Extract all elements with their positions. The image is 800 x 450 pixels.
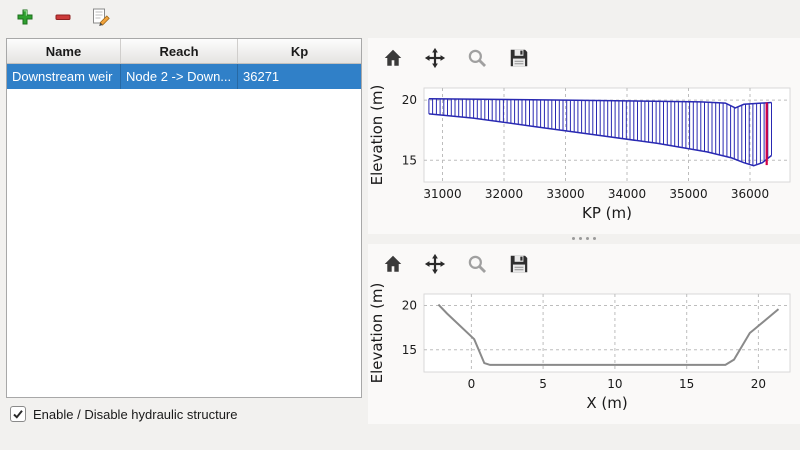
main-toolbar: [0, 0, 800, 34]
home-view-button[interactable]: [380, 251, 406, 277]
svg-text:Elevation (m): Elevation (m): [368, 85, 386, 186]
svg-text:20: 20: [751, 377, 766, 391]
save-icon: [510, 49, 528, 67]
pan-icon: [424, 47, 446, 69]
column-header-kp[interactable]: Kp: [290, 43, 309, 59]
edit-structure-button[interactable]: [88, 4, 114, 30]
cross-section-chart[interactable]: 0 5 10 15 20 15 20 X (m) Elevation (m): [368, 284, 800, 424]
zoom-button[interactable]: [464, 45, 490, 71]
pan-icon: [424, 253, 446, 275]
save-figure-button[interactable]: [506, 45, 532, 71]
cell-kp: 36271: [243, 69, 280, 84]
add-structure-button[interactable]: [12, 4, 38, 30]
svg-text:Elevation (m): Elevation (m): [368, 284, 386, 383]
table-row[interactable]: Downstream weir Node 2 -> Down... 36271: [7, 64, 361, 89]
section-chart-toolbar: [368, 244, 800, 284]
svg-text:35000: 35000: [669, 187, 707, 201]
save-figure-button[interactable]: [506, 251, 532, 277]
pan-button[interactable]: [422, 45, 448, 71]
magnifier-icon: [468, 49, 487, 68]
svg-text:32000: 32000: [485, 187, 523, 201]
longitudinal-profile-panel: 31000 32000 33000 34000 35000 36000 15 20 KP (m)…: [368, 38, 800, 234]
svg-text:15: 15: [402, 153, 417, 167]
svg-text:0: 0: [468, 377, 476, 391]
longitudinal-profile-chart[interactable]: 31000 32000 33000 34000 35000 36000 15 20 KP (m)…: [368, 78, 800, 234]
pan-button[interactable]: [422, 251, 448, 277]
enable-structure-row: Enable / Disable hydraulic structure: [10, 406, 238, 422]
enable-structure-label[interactable]: Enable / Disable hydraulic structure: [33, 406, 238, 422]
svg-text:20: 20: [402, 299, 417, 313]
save-icon: [510, 255, 528, 273]
cell-reach: Node 2 -> Down...: [121, 64, 238, 89]
edit-icon: [93, 8, 110, 26]
svg-text:31000: 31000: [423, 187, 461, 201]
column-header-reach[interactable]: Reach: [121, 39, 238, 63]
home-icon: [384, 49, 402, 66]
table-header: Name Reach Kp: [7, 39, 361, 64]
magnifier-icon: [468, 255, 487, 274]
svg-text:15: 15: [402, 343, 417, 357]
svg-text:33000: 33000: [546, 187, 584, 201]
svg-text:15: 15: [679, 377, 694, 391]
svg-text:5: 5: [539, 377, 547, 391]
svg-text:20: 20: [402, 93, 417, 107]
structures-table-panel: Name Reach Kp Downstream weir Node 2 -> …: [6, 38, 362, 398]
svg-text:10: 10: [607, 377, 622, 391]
home-view-button[interactable]: [380, 45, 406, 71]
column-header-name[interactable]: Name: [7, 39, 121, 63]
cross-section-panel: 0 5 10 15 20 15 20 X (m) Elevation (m): [368, 244, 800, 424]
remove-structure-button[interactable]: [50, 4, 76, 30]
checkmark-icon: [13, 410, 23, 419]
cell-name: Downstream weir: [7, 64, 121, 89]
svg-text:X (m): X (m): [586, 394, 627, 412]
enable-structure-checkbox[interactable]: [10, 406, 26, 422]
svg-text:KP (m): KP (m): [582, 204, 632, 222]
minus-icon: [55, 14, 71, 20]
panel-splitter-handle[interactable]: [368, 234, 800, 242]
profile-chart-toolbar: [368, 38, 800, 78]
svg-text:34000: 34000: [608, 187, 646, 201]
svg-text:36000: 36000: [731, 187, 769, 201]
zoom-button[interactable]: [464, 251, 490, 277]
plus-icon: [17, 9, 33, 25]
home-icon: [384, 255, 402, 272]
